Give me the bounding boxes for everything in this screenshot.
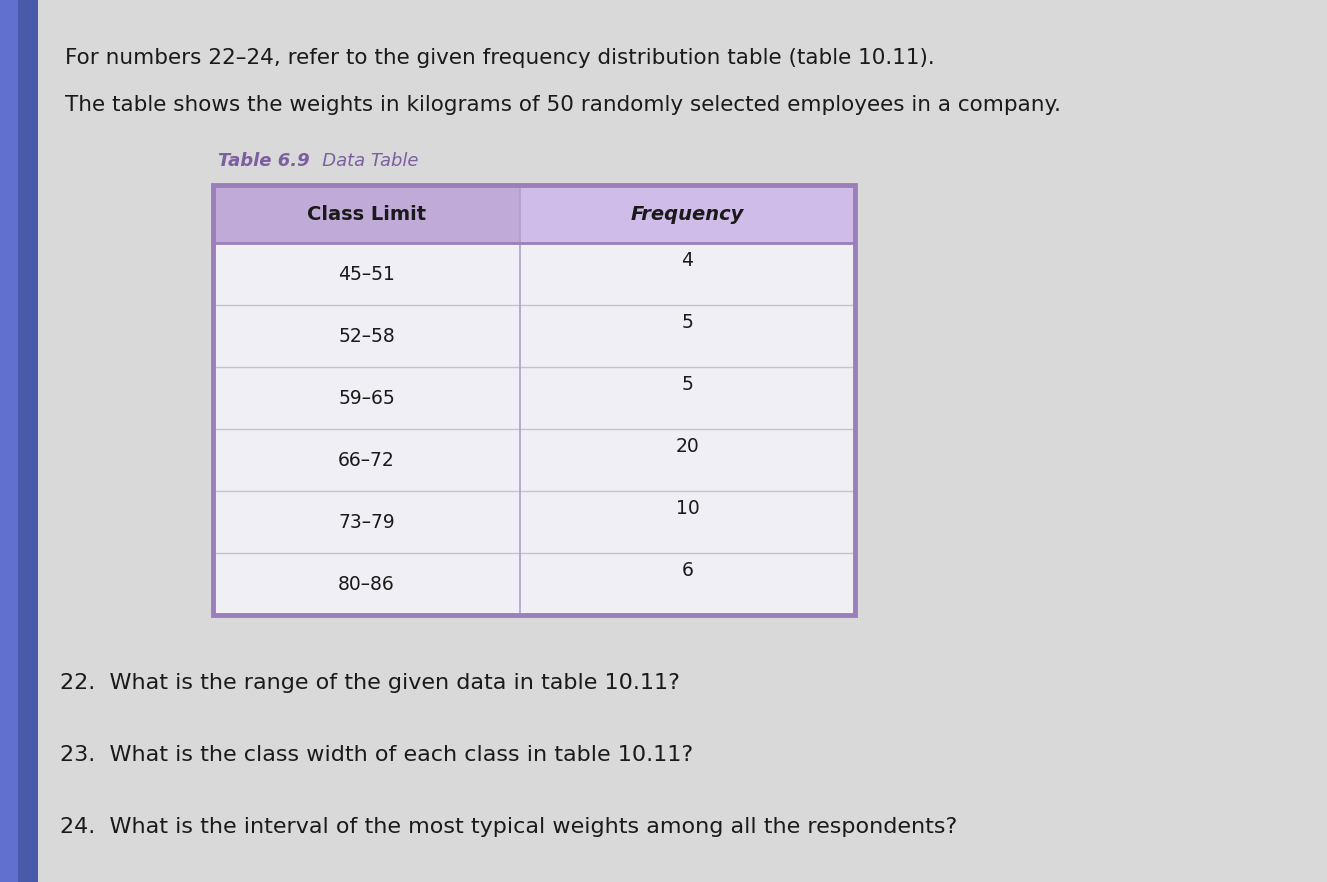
Text: 73–79: 73–79 <box>338 512 395 532</box>
Text: 52–58: 52–58 <box>338 326 395 346</box>
Text: 6: 6 <box>682 561 694 579</box>
Text: 10: 10 <box>675 499 699 518</box>
Bar <box>214 429 855 491</box>
Bar <box>214 491 855 553</box>
Text: 5: 5 <box>682 375 694 394</box>
Bar <box>214 367 855 429</box>
Text: 20: 20 <box>675 437 699 456</box>
Text: Frequency: Frequency <box>630 205 744 223</box>
Text: Data Table: Data Table <box>305 152 418 170</box>
Bar <box>214 553 855 615</box>
Bar <box>214 305 855 367</box>
Text: Class Limit: Class Limit <box>307 205 426 223</box>
Text: 4: 4 <box>682 250 694 270</box>
Bar <box>520 185 855 243</box>
Text: 22.  What is the range of the given data in table 10.11?: 22. What is the range of the given data … <box>60 673 679 693</box>
Text: Table 6.9: Table 6.9 <box>218 152 309 170</box>
Bar <box>0 0 38 882</box>
Text: 59–65: 59–65 <box>338 388 395 407</box>
Bar <box>214 185 855 615</box>
Bar <box>214 185 520 243</box>
Text: For numbers 22–24, refer to the given frequency distribution table (table 10.11): For numbers 22–24, refer to the given fr… <box>65 48 934 68</box>
Text: 66–72: 66–72 <box>338 451 395 469</box>
Text: 45–51: 45–51 <box>338 265 395 283</box>
Text: The table shows the weights in kilograms of 50 randomly selected employees in a : The table shows the weights in kilograms… <box>65 95 1062 115</box>
Text: 80–86: 80–86 <box>338 574 395 594</box>
Text: 5: 5 <box>682 313 694 332</box>
Text: 24.  What is the interval of the most typical weights among all the respondents?: 24. What is the interval of the most typ… <box>60 817 957 837</box>
Bar <box>214 243 855 305</box>
Bar <box>0 0 19 882</box>
Text: 23.  What is the class width of each class in table 10.11?: 23. What is the class width of each clas… <box>60 745 693 765</box>
